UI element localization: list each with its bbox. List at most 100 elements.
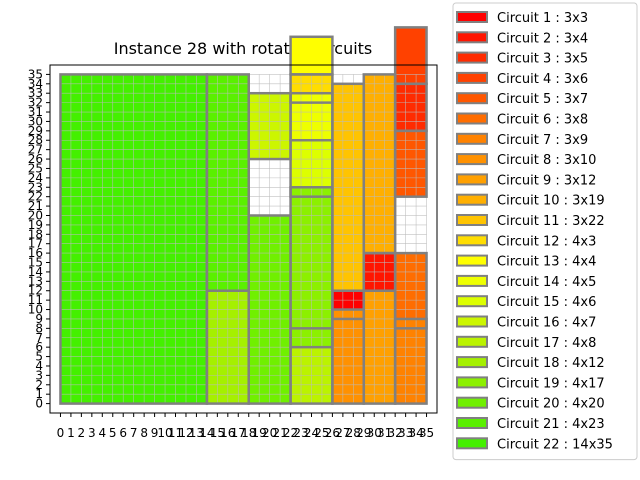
y-tick-label: 35 — [28, 67, 43, 81]
x-tick-label: 15 — [210, 426, 225, 440]
legend-swatch — [456, 193, 488, 206]
x-tick-label: 33 — [398, 426, 413, 440]
circuit-15-outline — [289, 138, 334, 198]
legend-item-label: Circuit 22 : 14x35 — [497, 437, 613, 452]
circuit-9-outline — [362, 289, 397, 405]
legend-swatch — [456, 315, 488, 328]
x-tick-label: 20 — [262, 426, 277, 440]
y-tick-label: 4 — [35, 359, 43, 373]
legend-swatch — [456, 335, 488, 348]
legend-item-label: Circuit 7 : 3x9 — [497, 133, 588, 148]
y-tick-label: 25 — [28, 161, 43, 175]
plot-area — [49, 26, 438, 414]
y-tick-label: 8 — [35, 321, 43, 335]
y-tick-label: 34 — [28, 77, 43, 91]
x-tick-label: 14 — [199, 426, 214, 440]
y-tick-label: 19 — [28, 218, 43, 232]
y-tick-label: 11 — [28, 293, 43, 307]
legend-swatch — [456, 234, 488, 247]
legend-item-label: Circuit 8 : 3x10 — [497, 153, 596, 168]
y-tick-label: 6 — [35, 340, 43, 354]
x-tick-label: 29 — [356, 426, 371, 440]
y-tick-label: 29 — [28, 124, 43, 138]
x-tick-label: 24 — [304, 426, 319, 440]
y-axis: 0123456789101112131415161718192021222324… — [28, 67, 50, 411]
y-tick-label: 20 — [28, 208, 43, 222]
x-tick-label: 30 — [367, 426, 382, 440]
legend-item-label: Circuit 19 : 4x17 — [497, 376, 605, 391]
y-tick-label: 17 — [28, 237, 43, 251]
circuit-4-rect — [395, 27, 427, 84]
legend-item-label: Circuit 4 : 3x6 — [497, 72, 588, 87]
legend-item-label: Circuit 12 : 4x3 — [497, 234, 596, 249]
circuit-7-rect — [395, 318, 427, 404]
x-tick-label: 7 — [130, 426, 138, 440]
y-tick-label: 28 — [28, 133, 43, 147]
y-tick-label: 23 — [28, 180, 43, 194]
y-tick-label: 33 — [28, 86, 43, 100]
axes-frame — [49, 64, 438, 414]
legend-item-label: Circuit 2 : 3x4 — [497, 31, 588, 46]
x-tick-label: 28 — [346, 426, 361, 440]
legend-swatch — [456, 295, 488, 308]
legend-item-label: Circuit 21 : 4x23 — [497, 417, 605, 432]
circuit-3-rect — [395, 83, 427, 131]
x-tick-label: 16 — [220, 426, 235, 440]
legend-swatch — [456, 11, 488, 23]
x-tick-label: 35 — [419, 426, 434, 440]
y-tick-label: 1 — [35, 387, 43, 401]
y-tick-label: 18 — [28, 227, 43, 241]
x-tick-label: 8 — [140, 426, 148, 440]
legend-swatch — [456, 31, 488, 44]
circuit-5-rect — [395, 130, 427, 197]
legend-item-label: Circuit 13 : 4x4 — [497, 255, 596, 270]
legend-swatch — [456, 376, 488, 389]
y-tick-label: 9 — [35, 312, 43, 326]
x-tick-label: 25 — [314, 426, 329, 440]
y-tick-label: 7 — [35, 331, 43, 345]
y-tick-label: 14 — [28, 265, 43, 279]
y-tick-label: 0 — [35, 397, 43, 411]
x-tick-label: 22 — [283, 426, 298, 440]
x-tick-label: 5 — [109, 426, 117, 440]
circuit-4-outline — [393, 26, 428, 86]
x-tick-label: 2 — [78, 426, 86, 440]
legend-item-label: Circuit 14 : 4x5 — [497, 275, 596, 290]
legend-item-label: Circuit 16 : 4x7 — [497, 316, 596, 331]
y-tick-label: 24 — [28, 171, 43, 185]
legend-swatch — [456, 153, 488, 166]
legend-item-label: Circuit 11 : 3x22 — [497, 214, 605, 229]
x-tick-label: 32 — [388, 426, 403, 440]
y-tick-label: 26 — [28, 152, 43, 166]
x-tick-label: 23 — [293, 426, 308, 440]
legend-swatch — [456, 92, 488, 105]
legend-swatch — [456, 274, 488, 287]
circuit-22-outline — [59, 73, 209, 405]
legend-swatch — [456, 71, 488, 84]
legend-item-label: Circuit 17 : 4x8 — [497, 336, 596, 351]
x-tick-label: 9 — [151, 426, 159, 440]
x-tick-label: 26 — [325, 426, 340, 440]
y-tick-label: 5 — [35, 350, 43, 364]
x-tick-label: 13 — [189, 426, 204, 440]
x-tick-label: 12 — [178, 426, 193, 440]
y-tick-label: 15 — [28, 256, 43, 270]
legend-swatch — [456, 356, 488, 369]
y-tick-label: 3 — [35, 368, 43, 382]
y-tick-label: 27 — [28, 143, 43, 157]
x-tick-label: 27 — [335, 426, 350, 440]
legend-item-label: Circuit 5 : 3x7 — [497, 92, 588, 107]
legend-item-label: Circuit 3 : 3x5 — [497, 52, 588, 67]
x-tick-label: 21 — [272, 426, 287, 440]
circuit-outlines — [59, 26, 428, 405]
legend-item-label: Circuit 20 : 4x20 — [497, 397, 605, 412]
legend-swatch — [456, 51, 488, 64]
legend-swatch — [456, 132, 488, 145]
x-tick-label: 6 — [119, 426, 127, 440]
legend-frame — [452, 2, 638, 461]
legend-item-label: Circuit 10 : 3x19 — [497, 194, 605, 209]
legend-swatch — [456, 254, 488, 267]
circuit-13-rect — [290, 36, 333, 75]
y-tick-label: 2 — [35, 378, 43, 392]
